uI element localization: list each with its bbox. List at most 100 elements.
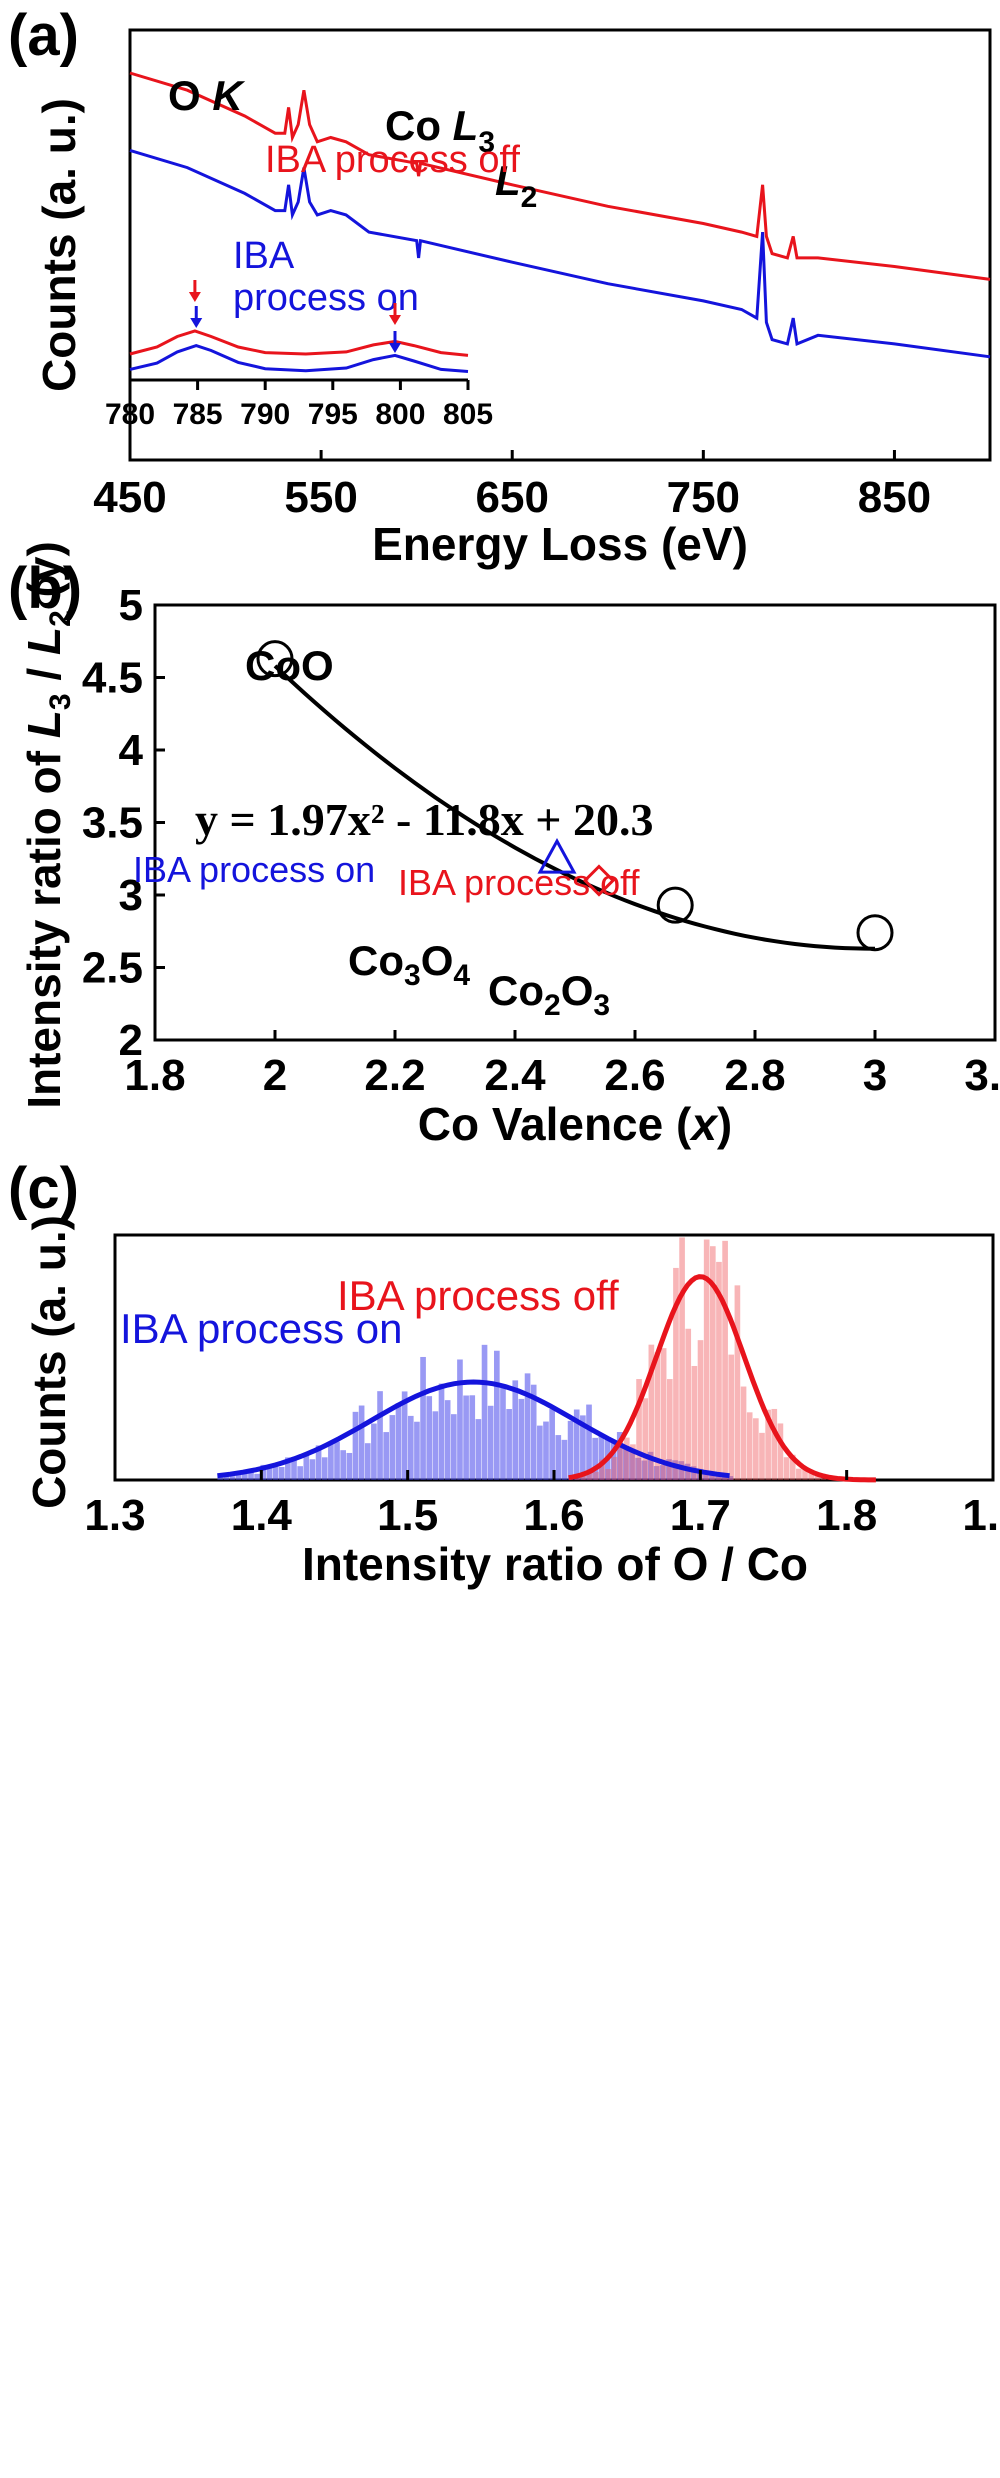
histogram-bar-off [753,1418,759,1480]
x-tick-label-b: 2.4 [484,1051,546,1100]
histogram-bar-on [285,1457,291,1480]
histogram-bar-on [444,1400,451,1480]
inset-plot: 780 785 790 795 800 805 [105,280,493,431]
histogram-bar-off [648,1344,655,1480]
histogram-bar-off [709,1246,716,1480]
gaussian-fit-off [568,1274,876,1483]
histogram-bar-off [654,1352,661,1480]
inset-tick-label: 800 [375,398,425,431]
gaussian-fit-on [217,1379,730,1479]
histogram-bar-on [432,1411,439,1480]
x-ticks-a: 450 550 650 750 850 [93,450,931,522]
histogram-bar-off [666,1379,673,1480]
series-line-off [129,71,991,281]
histogram-bar-on [567,1420,574,1480]
x-tick-label-a: 450 [93,473,166,522]
y-tick-label-b: 5 [119,581,143,630]
fit-curve [273,664,876,951]
histogram-bar-off [771,1408,778,1480]
sample-marker-off [582,864,616,897]
histogram-bar-off [574,1476,581,1480]
x-tick-label-b: 2.8 [724,1051,785,1100]
x-axis-title-b: Co Valence (x) [418,1098,732,1150]
histogram-bar-on [549,1408,555,1480]
histogram-bar-off [636,1379,642,1480]
histogram-bar-on [524,1373,531,1480]
histogram-bar-on [715,1476,721,1480]
y-tick-label-b: 2.5 [82,944,143,993]
histogram-bar-off [685,1328,692,1480]
y-tick-label-b: 3.5 [82,799,143,848]
inset-tick-label: 805 [443,398,493,431]
histogram-bar-on [272,1466,279,1480]
histogram-bar-on [481,1344,488,1480]
histogram-bar-on [543,1421,549,1480]
histogram-bar-on [463,1395,469,1480]
x-tick-label-b: 1.8 [124,1051,185,1100]
panel-c: (c) 1.3 1.4 1.5 1.6 1.7 1.8 1.9 Intensity rati… [8,1156,1000,1590]
histogram-bar-off [611,1456,618,1480]
histogram-bar-on [401,1391,408,1480]
histogram-bar-on [623,1447,629,1480]
histogram-bar-on [537,1425,543,1480]
histogram-bar-off [765,1409,771,1480]
histogram-bar-off [808,1470,814,1480]
y-axis-title-c: Counts (a. u.) [23,1215,75,1509]
histogram-bar-on [309,1459,316,1480]
series-line-on [129,148,991,359]
histogram-bar-on [420,1356,426,1480]
histogram-bar-off [697,1340,704,1480]
histogram-bar-on [371,1423,377,1480]
x-tick-label-c: 1.9 [962,1491,1000,1540]
histogram-bar-on [586,1404,592,1480]
x-tick-label-a: 550 [284,473,357,522]
histogram-bar-on [315,1445,322,1480]
histogram-bar-on [457,1359,463,1480]
histogram-bar-on [684,1463,691,1480]
histogram-bar-on [475,1419,482,1480]
histogram-bar-on [340,1450,346,1480]
histogram-bar-on [610,1442,617,1480]
x-tick-label-c: 1.3 [84,1491,145,1540]
label-off-b: IBA process off [398,862,640,903]
x-tick-label-b: 2.2 [364,1051,425,1100]
histogram-bar-off [759,1432,765,1480]
y-tick-label-b: 4.5 [82,654,143,703]
histogram-bar-on [358,1405,365,1480]
reference-marker-coo [256,640,294,678]
histogram-bar-on [266,1466,273,1480]
reference-marker-co2o3 [856,914,894,952]
histogram-bar-off [599,1459,606,1480]
inset-tick-label: 785 [173,398,223,431]
histogram-bar-on [334,1441,340,1480]
histogram-bar-off [728,1354,735,1480]
histogram-bar-on [653,1466,660,1480]
inset-tick-label: 795 [308,398,358,431]
histogram-bar-on [352,1411,359,1480]
annotation-l2: L2 [495,157,537,214]
histogram-bar-on [690,1466,697,1480]
reference-marker-co3o4 [656,886,694,924]
histogram-bar-on [438,1383,445,1480]
histogram-bar-on [407,1415,414,1480]
x-axis-title-c: Intensity ratio of O / Co [302,1538,808,1590]
histogram-bar-on [672,1460,678,1480]
histogram-bar-on [647,1451,654,1480]
histogram-bar-on [426,1396,433,1480]
histogram-bar-on [303,1455,310,1480]
label-coo: CoO [245,642,334,689]
sample-marker-on [537,837,577,874]
histogram-bar-on [487,1405,494,1480]
label-on-a-line1: IBA [233,235,295,277]
inset-tick-label: 780 [105,398,155,431]
inset-series-on [129,344,469,373]
x-tick-label-b: 2 [263,1051,287,1100]
histogram-bar-on [377,1391,383,1480]
histogram-bar-on [616,1432,623,1480]
histogram-bar-on [494,1350,500,1480]
histogram-bar-on [278,1467,285,1480]
histogram-bar-on [629,1450,635,1480]
panel-b: (b) 22.533.544.55 1.822.22.42.62.833.2 C… [8,541,1000,1150]
